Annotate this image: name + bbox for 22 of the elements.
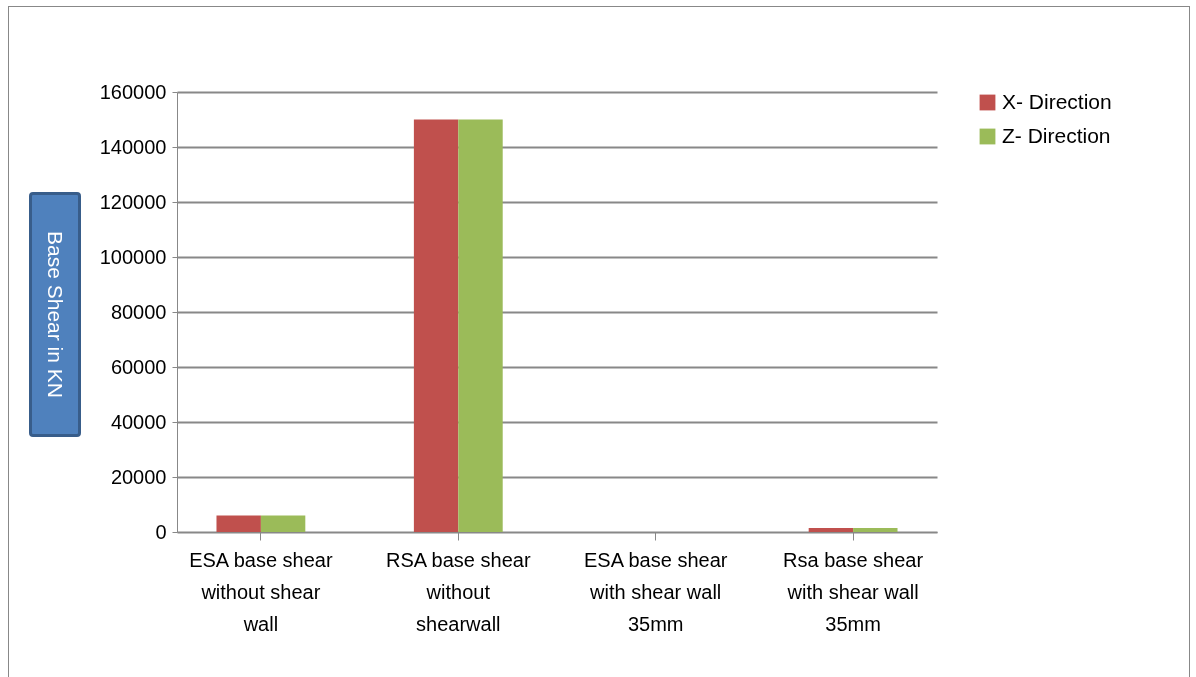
y-tick-label: 0	[155, 520, 167, 543]
y-tick-label: 40000	[110, 410, 167, 433]
y-axis-title: Base Shear in KN	[29, 192, 81, 437]
bar	[413, 119, 459, 532]
x-tick-label: Rsa base shear with shear wall 35mm	[783, 548, 924, 635]
y-tick-label: 120000	[99, 190, 167, 213]
y-tick-label: 100000	[99, 245, 167, 268]
y-tick-label: 160000	[99, 80, 167, 103]
bar	[260, 515, 306, 532]
y-tick-label: 60000	[110, 355, 167, 378]
x-tick-label: ESA base shear without shear wall	[189, 548, 333, 635]
bar	[853, 527, 898, 532]
y-tick-label: 20000	[110, 465, 167, 488]
bar	[458, 119, 503, 532]
bar	[216, 515, 261, 532]
x-tick-label: ESA base shear with shear wall 35mm	[583, 548, 728, 635]
legend-label: Z- Direction	[1002, 123, 1111, 147]
legend-label: X- Direction	[1002, 89, 1112, 113]
y-tick-label: 140000	[99, 135, 167, 158]
y-tick-label: 80000	[110, 300, 167, 323]
bar	[808, 527, 854, 532]
x-tick-label: RSA base shear without shearwall	[386, 548, 531, 635]
